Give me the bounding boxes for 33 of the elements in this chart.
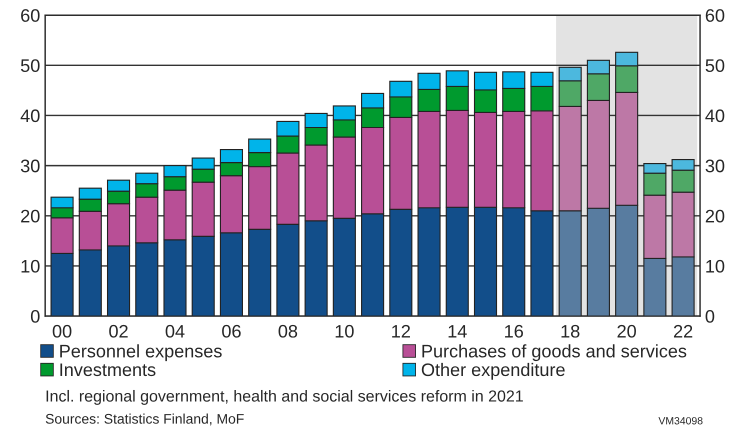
y2-tick-label: 20	[706, 210, 724, 222]
legend-label: Investments	[60, 364, 156, 376]
x-tick-label: 04	[166, 324, 185, 338]
source-note: Sources: Statistics Finland, MoF	[46, 414, 244, 426]
x-tick-label: 18	[562, 324, 580, 338]
legend-label: Personnel expenses	[60, 344, 222, 362]
text: VM34098	[658, 417, 703, 424]
x-tick-label: 22	[674, 324, 692, 338]
y2-tick-label: 50	[706, 59, 724, 72]
y2-tick-label: 60	[706, 9, 724, 22]
x-tick-label: 16	[505, 324, 523, 338]
x-tick-label: 02	[109, 324, 128, 338]
y-tick-label: 60	[21, 9, 40, 22]
text: Incl. regional government, health and social services reform in 2021	[46, 390, 523, 405]
x-tick-label: 06	[222, 324, 241, 338]
x-tick-label: 08	[278, 324, 298, 338]
y-tick-label: 0	[30, 310, 40, 323]
x-tick-label: 12	[392, 324, 410, 338]
x-tick-label: 00	[52, 324, 72, 338]
y2-tick-label: 30	[706, 160, 724, 172]
y2-tick-label: 40	[705, 109, 724, 122]
y-tick-label: 30	[20, 160, 40, 172]
x-tick-label: 14	[448, 325, 467, 338]
legend-label: Other expenditure	[422, 362, 565, 380]
legend-label: Purchases of goods and services	[422, 344, 686, 362]
y-tick-label: 10	[22, 260, 40, 273]
y2-tick-label: 10	[706, 260, 724, 273]
y-tick-label: 20	[21, 210, 40, 222]
x-tick-label: 10	[336, 324, 354, 338]
x-tick-label: 20	[618, 324, 636, 338]
y2-tick-label: 0	[706, 310, 714, 323]
y-tick-label: 50	[20, 59, 40, 72]
y-tick-label: 40	[20, 109, 40, 122]
